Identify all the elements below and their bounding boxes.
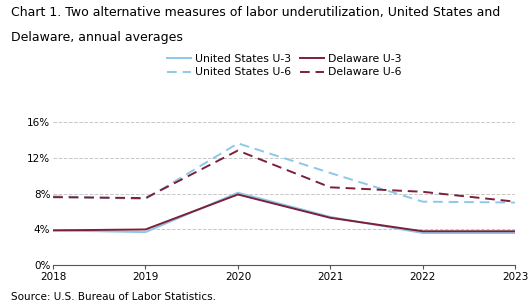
Delaware U-6 <box>512 200 518 203</box>
United States U-3 <box>419 231 426 235</box>
Delaware U-3 <box>142 228 149 231</box>
Line: Delaware U-3: Delaware U-3 <box>53 195 515 231</box>
Text: Delaware, annual averages: Delaware, annual averages <box>11 30 183 44</box>
Legend: United States U-3, United States U-6, Delaware U-3, Delaware U-6: United States U-3, United States U-6, De… <box>167 54 401 77</box>
United States U-3 <box>235 191 241 195</box>
United States U-6 <box>50 195 56 198</box>
United States U-6 <box>327 171 333 175</box>
Line: Delaware U-6: Delaware U-6 <box>53 151 515 202</box>
United States U-6 <box>512 201 518 204</box>
United States U-3 <box>142 230 149 234</box>
Text: Source: U.S. Bureau of Labor Statistics.: Source: U.S. Bureau of Labor Statistics. <box>11 292 216 302</box>
United States U-6 <box>235 142 241 145</box>
United States U-6 <box>419 200 426 203</box>
United States U-3 <box>512 231 518 235</box>
Delaware U-3 <box>235 193 241 196</box>
United States U-3 <box>50 228 56 232</box>
Delaware U-3 <box>419 229 426 233</box>
Text: Chart 1. Two alternative measures of labor underutilization, United States and: Chart 1. Two alternative measures of lab… <box>11 6 500 19</box>
Line: United States U-6: United States U-6 <box>53 143 515 203</box>
Delaware U-6 <box>142 196 149 200</box>
Line: United States U-3: United States U-3 <box>53 193 515 233</box>
Delaware U-6 <box>235 149 241 152</box>
Delaware U-6 <box>419 190 426 194</box>
Delaware U-3 <box>50 228 56 232</box>
Delaware U-6 <box>327 185 333 189</box>
Delaware U-3 <box>327 216 333 220</box>
Delaware U-3 <box>512 229 518 233</box>
United States U-6 <box>142 197 149 201</box>
Delaware U-6 <box>50 195 56 199</box>
United States U-3 <box>327 215 333 219</box>
